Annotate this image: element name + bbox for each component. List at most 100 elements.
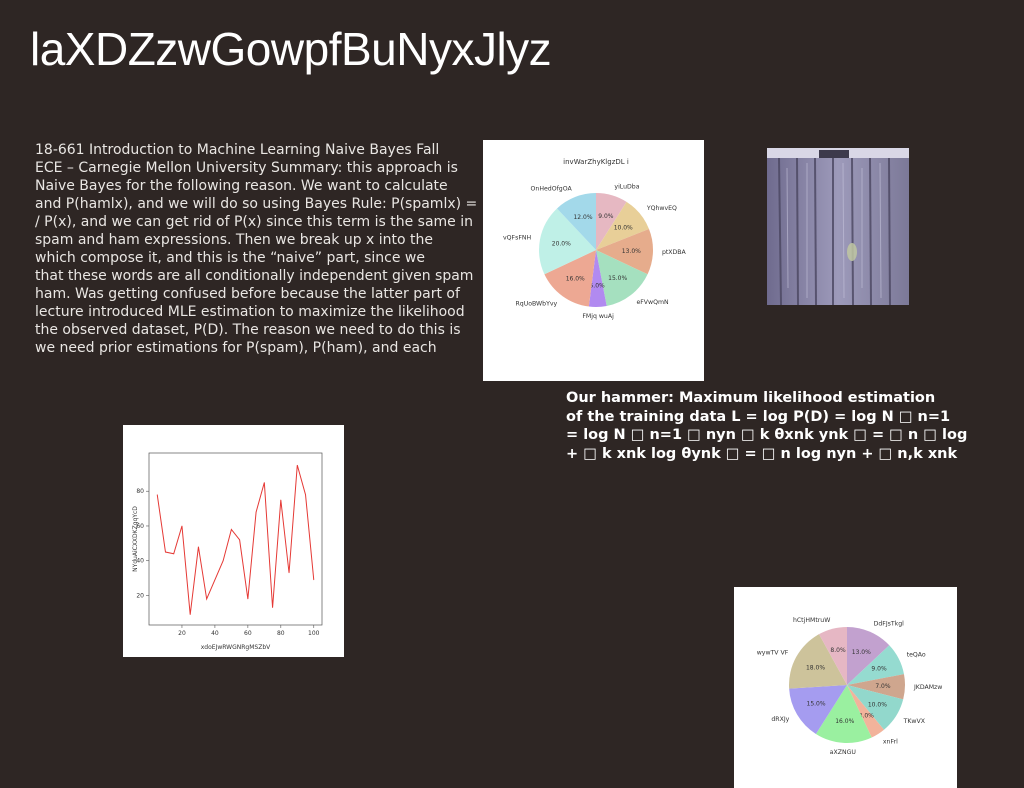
body-line: that these words are all conditionally i…	[35, 268, 474, 284]
slice-percent: 4.0%	[859, 712, 875, 719]
pie-slice	[596, 250, 648, 306]
pie-slice	[556, 193, 596, 250]
data-point	[165, 551, 166, 553]
slide-title: laXDZzwGowpfBuNyxJlyz	[30, 23, 552, 75]
slice-label: teQAo	[907, 652, 926, 659]
body-line: / P(x), and we can get rid of P(x) since…	[35, 214, 473, 230]
data-point	[255, 511, 257, 513]
plot-area	[148, 452, 323, 626]
pie-slice	[819, 627, 847, 685]
formula-line: of the training data L = log P(D) = log …	[566, 408, 951, 425]
pie-slice	[847, 627, 890, 685]
line-chart: 20 40 60 80 100 20 40 60 80 xdoEJwRWGNRgMSZbV NYdu…	[132, 452, 323, 651]
body-line: which compose it, and this is the “naive…	[35, 250, 425, 266]
line-chart-panel: 20 40 60 80 100 20 40 60 80 xdoEJwRWGNRgMSZbV NYdu…	[123, 425, 344, 657]
data-point	[173, 553, 175, 555]
body-line: and P(hamlx), and we will do so using Ba…	[35, 196, 478, 212]
pie-slice	[847, 685, 884, 738]
slice-percent: 12.0%	[573, 214, 592, 221]
body-paragraph: 18-661 Introduction to Machine Learning …	[35, 141, 480, 357]
slice-percent: 7.0%	[875, 683, 891, 690]
series-line	[156, 465, 315, 615]
slice-label: vQFsFNH	[503, 235, 532, 242]
data-point	[222, 560, 224, 562]
body-line: spam and ham expressions. Then we break …	[35, 232, 434, 248]
body-line: ham. Was getting confused before because…	[35, 286, 460, 302]
data-point	[272, 607, 273, 608]
slice-percent: 15.0%	[608, 275, 627, 282]
data-point	[181, 525, 183, 527]
data-point	[264, 482, 265, 483]
data-point	[189, 614, 191, 615]
body-line: lecture introduced MLE estimation to max…	[35, 304, 465, 320]
slice-percent: 5.0%	[589, 282, 605, 289]
pie-slice	[789, 685, 847, 734]
pie-slice	[789, 634, 847, 689]
slice-label: dRXJy	[771, 716, 789, 723]
x-tick-label: 20	[178, 630, 186, 637]
data-point	[305, 494, 306, 495]
slice-label: eFVwQmN	[636, 299, 669, 306]
y-tick-label: 60	[136, 523, 144, 530]
data-point	[198, 546, 199, 548]
data-point	[156, 494, 158, 495]
chart-title: invWarZhyKlgzDL i	[563, 158, 629, 166]
pie-slice	[847, 645, 904, 685]
slice-percent: 16.0%	[566, 276, 585, 283]
body-line: the observed dataset, P(D). The reason w…	[35, 322, 461, 338]
slice-label: YQhwvEQ	[646, 205, 677, 212]
slice-label: JKDAMzw	[913, 684, 942, 691]
body-line: Naive Bayes for the following reason. We…	[35, 178, 448, 194]
slice-percent: 16.0%	[835, 718, 854, 725]
body-line: we need prior estimations for P(spam), P…	[35, 340, 437, 356]
slice-percent: 15.0%	[807, 700, 826, 707]
x-tick-label: 80	[277, 630, 285, 637]
slice-percent: 18.0%	[806, 665, 825, 672]
slice-label: wywTV VF	[757, 650, 789, 657]
pie-chart-panel-2: DdFJsTkgl 13.0% teQAo 9.0% JKDAMzw 7.0% TKwVX 1…	[734, 587, 957, 788]
slice-label: yiLuDba	[614, 184, 639, 191]
pie-slice	[596, 193, 627, 250]
data-point	[280, 499, 282, 501]
pie-slice	[596, 201, 649, 250]
wooden-door-photo	[767, 148, 909, 306]
x-tick-label: 100	[308, 630, 320, 637]
slice-label: DdFJsTkgl	[874, 621, 905, 628]
formula-line: Our hammer: Maximum likelihood estimatio…	[566, 390, 936, 406]
data-point	[313, 579, 315, 581]
data-point	[288, 572, 290, 574]
pie-slice	[544, 250, 596, 307]
pie-slice	[588, 250, 607, 307]
pie-chart-1: invWarZhyKlgzDL i yiLuDba 9.0% YQhwvEQ 10.0%…	[503, 158, 687, 320]
body-line: ECE – Carnegie Mellon University Summary…	[35, 160, 458, 176]
y-tick-label: 20	[136, 592, 144, 599]
slice-label: hCtjHMtruW	[793, 617, 830, 624]
slice-label: TKwVX	[903, 718, 926, 725]
data-point	[247, 598, 249, 600]
slice-label: aXZNGU	[830, 749, 856, 756]
data-point	[296, 464, 298, 466]
slice-percent: 10.0%	[868, 701, 887, 708]
pie-slice	[596, 229, 653, 275]
pie-slice	[847, 685, 904, 730]
y-axis-label: NYduAiCXXDKZgqYcD	[132, 506, 139, 572]
formula-line: + □ k xnk log θynk □ = □ n log nyn + □ n…	[566, 445, 958, 462]
pie-chart-panel-1: invWarZhyKlgzDL i yiLuDba 9.0% YQhwvEQ 10.0%…	[483, 140, 704, 381]
slice-label: xnFrl	[883, 739, 898, 746]
y-tick-label: 40	[136, 558, 144, 565]
slice-label: OnHedOfgOA	[531, 186, 573, 193]
slice-label: ptXDBA	[662, 249, 687, 256]
slice-percent: 13.0%	[622, 248, 641, 255]
formula-line: = log N □ n=1 □ nyn □ k θxnk ynk □ = □ n…	[566, 427, 968, 443]
pie-chart-2: DdFJsTkgl 13.0% teQAo 9.0% JKDAMzw 7.0% TKwVX 1…	[757, 617, 943, 756]
x-tick-label: 60	[244, 630, 252, 637]
data-point	[206, 598, 207, 600]
slice-percent: 8.0%	[830, 647, 846, 654]
x-axis-label: xdoEJwRWGNRgMSZbV	[201, 644, 271, 651]
slice-percent: 10.0%	[614, 224, 633, 231]
slice-percent: 9.0%	[871, 666, 887, 673]
slice-label: FMjq wuAj	[582, 313, 614, 320]
pie-slice	[539, 208, 596, 275]
body-line: 18-661 Introduction to Machine Learning …	[35, 142, 440, 158]
y-tick-label: 80	[136, 488, 144, 495]
